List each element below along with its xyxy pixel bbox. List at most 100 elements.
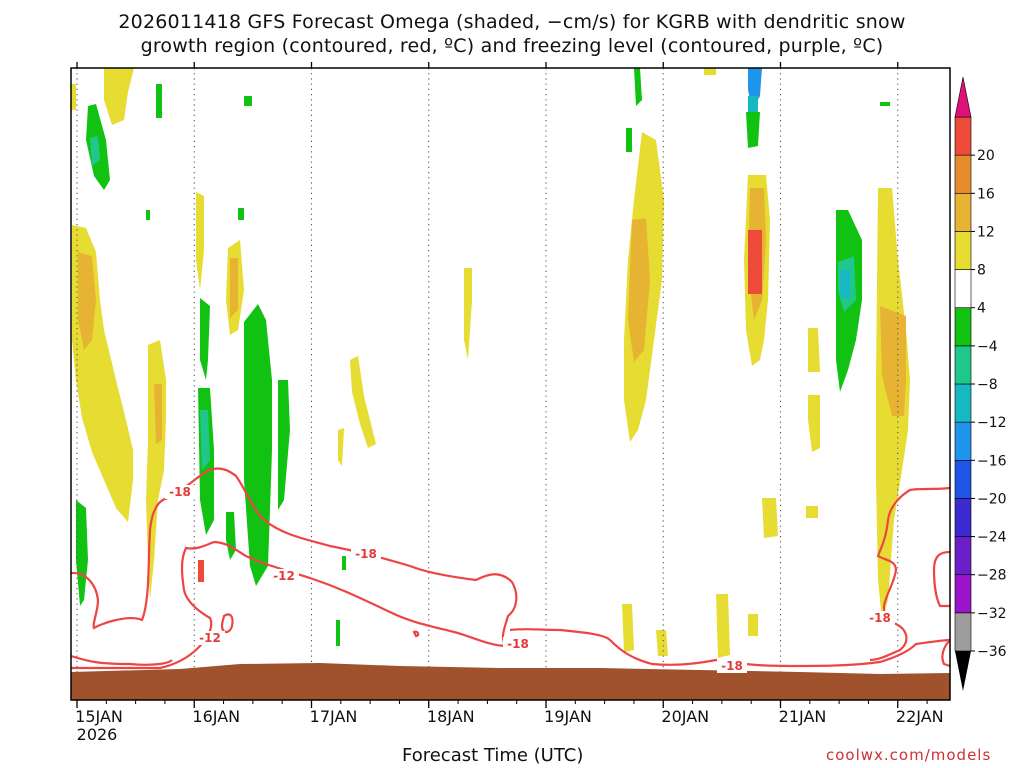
omega-4-8-regions <box>71 68 910 658</box>
orange-region <box>78 252 96 350</box>
teal-region <box>90 136 100 166</box>
title-line-1: 2026011418 GFS Forecast Omega (shaded, −… <box>118 11 906 33</box>
contour-line <box>71 654 173 666</box>
yellow-region <box>104 68 134 125</box>
contour-label-bg <box>503 637 533 651</box>
contour-label-bg <box>269 569 299 583</box>
orange-region <box>880 306 906 416</box>
colorbar-under-triangle <box>955 651 971 691</box>
contour-line <box>71 467 518 670</box>
x-tick-label: 17JAN <box>310 707 358 726</box>
omega-minus4-minus8-regions <box>76 68 890 646</box>
green-region <box>336 620 340 646</box>
contour-line <box>941 639 950 668</box>
title-line-2: growth region (contoured, red, ºC) and f… <box>140 35 884 57</box>
green-region <box>76 500 88 606</box>
yellow-region <box>806 506 818 518</box>
colorbar-swatch <box>954 383 972 423</box>
colorbar-swatch <box>954 345 972 385</box>
yellow-region <box>808 328 820 372</box>
x-tick-label: 18JAN <box>427 707 475 726</box>
orange-region <box>230 258 238 318</box>
yellow-region <box>704 68 716 75</box>
yellow-region <box>338 428 344 466</box>
contour-line <box>509 628 950 668</box>
green-region <box>146 210 150 220</box>
contour-label-bg <box>865 611 895 625</box>
colorbar-label: −28 <box>977 568 1007 584</box>
colorbar-label: −20 <box>977 491 1007 507</box>
contour-line <box>412 630 420 638</box>
x-tick-label: 15JAN <box>75 707 123 726</box>
green-region <box>244 304 272 586</box>
green-region <box>342 556 346 570</box>
yellow-region <box>71 84 76 110</box>
yellow-region <box>622 604 634 652</box>
green-region <box>634 68 642 106</box>
colorbar-label: 4 <box>977 301 986 317</box>
temperature-contours <box>71 467 950 670</box>
colorbar-swatch <box>954 421 972 461</box>
colorbar-label: −24 <box>977 530 1007 546</box>
x-tick-sublabel: 2026 <box>77 725 118 744</box>
omega-16-20-regions <box>198 230 762 582</box>
colorbar-swatch <box>954 307 972 347</box>
contour-line <box>869 486 950 662</box>
contour-label: -12 <box>199 631 221 645</box>
yellow-region <box>656 630 668 656</box>
colorbar-label: 20 <box>977 148 995 164</box>
yellow-region <box>716 594 730 658</box>
colorbar-swatch <box>954 536 972 576</box>
red-region <box>198 560 204 582</box>
colorbar-swatch <box>954 231 972 270</box>
colorbar-swatch <box>954 459 972 499</box>
colorbar-swatch <box>954 116 972 156</box>
green-region <box>278 380 290 510</box>
green-region <box>156 84 162 118</box>
colorbar-label: −16 <box>977 453 1007 469</box>
green-region <box>244 96 252 106</box>
contour-label-bg <box>717 659 747 673</box>
yellow-region <box>762 498 778 538</box>
colorbar: −36 −32 −28 −24 −20 −16 −12 −8 −4 4 8 12 16 20 <box>954 76 1007 691</box>
colorbar-swatch <box>954 154 972 194</box>
contour-label: -18 <box>169 485 191 499</box>
ground-terrain <box>71 663 950 700</box>
teal-region <box>200 410 210 470</box>
colorbar-swatch <box>954 612 972 652</box>
contour-label: -12 <box>273 569 295 583</box>
colorbar-label: −36 <box>977 644 1007 660</box>
colorbar-swatch <box>954 269 972 309</box>
x-tick-label: 22JAN <box>896 707 944 726</box>
contour-label: -18 <box>721 659 743 673</box>
contour-label-bg <box>195 631 225 645</box>
contour-label: -18 <box>355 547 377 561</box>
colorbar-label: 16 <box>977 186 995 202</box>
contour-line <box>932 550 950 608</box>
colorbar-label: 12 <box>977 224 995 240</box>
x-axis-label: Forecast Time (UTC) <box>402 745 584 766</box>
credit-link[interactable]: coolwx.com/models <box>826 746 992 764</box>
colorbar-over-triangle <box>954 76 972 118</box>
colorbar-swatch <box>954 574 972 614</box>
contour-label-bg <box>165 485 195 499</box>
x-tick-label: 21JAN <box>779 707 827 726</box>
green-region <box>880 102 890 106</box>
green-region <box>746 112 760 148</box>
x-tick-label: 20JAN <box>661 707 709 726</box>
omega-strong-regions <box>90 68 856 470</box>
yellow-region <box>350 356 376 448</box>
contour-label: -18 <box>869 611 891 625</box>
contour-label: -18 <box>507 637 529 651</box>
yellow-region <box>196 192 204 290</box>
omega-shading <box>71 68 910 658</box>
colorbar-swatch <box>954 192 972 232</box>
cyan-region <box>840 270 850 298</box>
colorbar-label: −32 <box>977 606 1007 622</box>
yellow-region <box>464 268 472 360</box>
colorbar-label: 8 <box>977 263 986 279</box>
x-tick-label: 19JAN <box>544 707 592 726</box>
yellow-region <box>748 614 758 636</box>
contour-labels: -18 -18 -12 -12 -18 -18 -18 <box>165 485 895 673</box>
